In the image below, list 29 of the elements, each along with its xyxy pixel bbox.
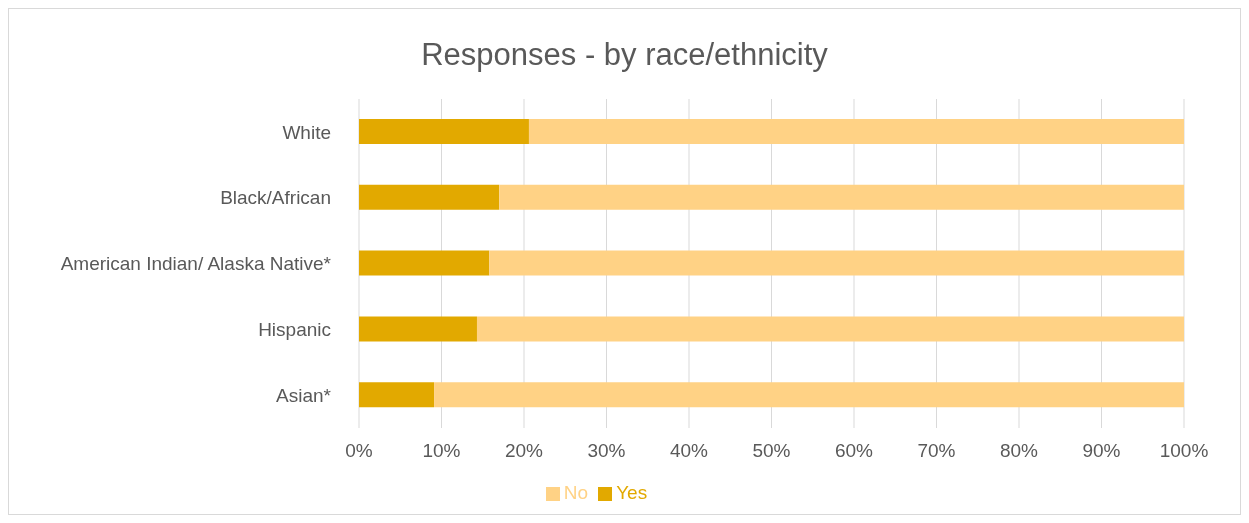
bar bbox=[359, 382, 435, 408]
bar bbox=[499, 184, 1184, 210]
bar bbox=[489, 250, 1184, 276]
x-tick-label: 30% bbox=[587, 440, 626, 462]
x-tick-label: 10% bbox=[422, 440, 461, 462]
y-tick-label: Hispanic bbox=[258, 319, 331, 341]
x-tick-label: 40% bbox=[669, 440, 709, 462]
x-tick-label: 0% bbox=[345, 440, 373, 462]
bar bbox=[359, 316, 477, 342]
bar bbox=[434, 382, 1184, 408]
x-tick-label: 70% bbox=[917, 440, 956, 462]
legend-label: No bbox=[563, 482, 589, 503]
bar bbox=[476, 316, 1184, 342]
x-tick-label: 50% bbox=[752, 440, 791, 462]
bar bbox=[359, 119, 529, 144]
x-tick-label: 60% bbox=[834, 440, 874, 462]
x-tick-label: 100% bbox=[1159, 440, 1209, 462]
y-tick-label: American Indian/ Alaska Native* bbox=[60, 253, 332, 275]
y-tick-label: Asian* bbox=[276, 384, 332, 406]
bar bbox=[528, 119, 1184, 144]
legend-label: Yes bbox=[616, 482, 648, 503]
x-tick-label: 90% bbox=[1082, 440, 1121, 462]
bar bbox=[359, 250, 490, 276]
x-tick-label: 80% bbox=[999, 440, 1039, 462]
y-tick-label: White bbox=[282, 121, 331, 143]
bar bbox=[359, 184, 500, 210]
chart-title: Responses - by race/ethnicity bbox=[420, 36, 829, 74]
x-tick-label: 20% bbox=[504, 440, 544, 462]
y-tick-label: Black/African bbox=[220, 187, 331, 209]
